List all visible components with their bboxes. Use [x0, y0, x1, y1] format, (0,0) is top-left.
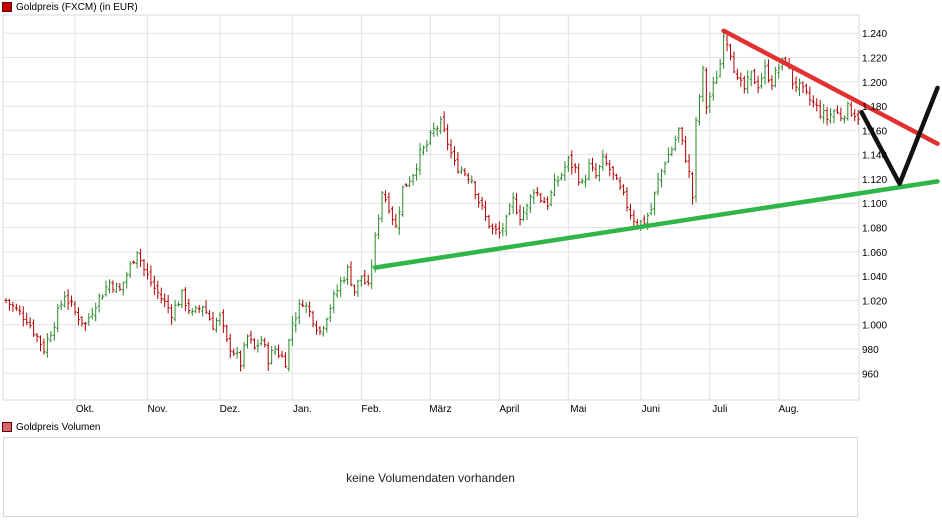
- y-tick-label: 1.040: [862, 272, 887, 283]
- y-tick-label: 1.000: [862, 321, 887, 332]
- x-tick-label: Juli: [712, 404, 727, 415]
- volume-legend: Goldpreis Volumen: [2, 420, 101, 434]
- x-tick-label: Mai: [570, 404, 586, 415]
- x-tick-label: Juni: [642, 404, 660, 415]
- x-tick-label: Nov.: [148, 404, 168, 415]
- volume-panel: keine Volumendaten vorhanden: [3, 437, 858, 517]
- y-tick-label: 1.080: [862, 224, 887, 235]
- x-tick-label: Feb.: [361, 404, 381, 415]
- y-tick-label: 980: [862, 345, 879, 356]
- grid-layer: [3, 15, 859, 400]
- y-tick-label: 1.180: [862, 102, 887, 113]
- x-tick-label: März: [429, 404, 451, 415]
- plot-area: [2, 14, 860, 401]
- support-trendline: [372, 179, 940, 270]
- y-tick-label: 1.200: [862, 78, 887, 89]
- y-tick-label: 1.020: [862, 296, 887, 307]
- y-tick-label: 1.100: [862, 199, 887, 210]
- y-tick-label: 1.120: [862, 175, 887, 186]
- volume-legend-swatch: [2, 422, 12, 432]
- price-chart: 960 980 1.000 1.020 1.040 1.060 1.080 1.100 1.12…: [2, 14, 940, 415]
- price-legend: Goldpreis (FXCM) (in EUR): [2, 0, 138, 14]
- y-tick-label: 1.160: [862, 126, 887, 137]
- x-tick-label: Aug.: [779, 404, 800, 415]
- axis-labels: 960 980 1.000 1.020 1.040 1.060 1.080 1.100 1.12…: [76, 29, 888, 415]
- trendline-overlays: [372, 28, 940, 270]
- volume-empty-message: keine Volumendaten vorhanden: [346, 471, 515, 485]
- price-legend-label: Goldpreis (FXCM) (in EUR): [16, 1, 138, 13]
- x-tick-label: Dez.: [220, 404, 241, 415]
- x-tick-label: April: [499, 404, 519, 415]
- y-tick-label: 1.220: [862, 54, 887, 65]
- x-tick-label: Jan.: [293, 404, 312, 415]
- projection-path: [859, 85, 940, 187]
- volume-legend-label: Goldpreis Volumen: [16, 421, 101, 433]
- y-tick-label: 1.140: [862, 151, 887, 162]
- resistance-trendline: [721, 28, 940, 146]
- y-tick-label: 1.060: [862, 248, 887, 259]
- y-tick-label: 960: [862, 369, 879, 380]
- x-tick-label: Okt.: [76, 404, 94, 415]
- price-legend-swatch: [2, 2, 12, 12]
- y-tick-label: 1.240: [862, 29, 887, 40]
